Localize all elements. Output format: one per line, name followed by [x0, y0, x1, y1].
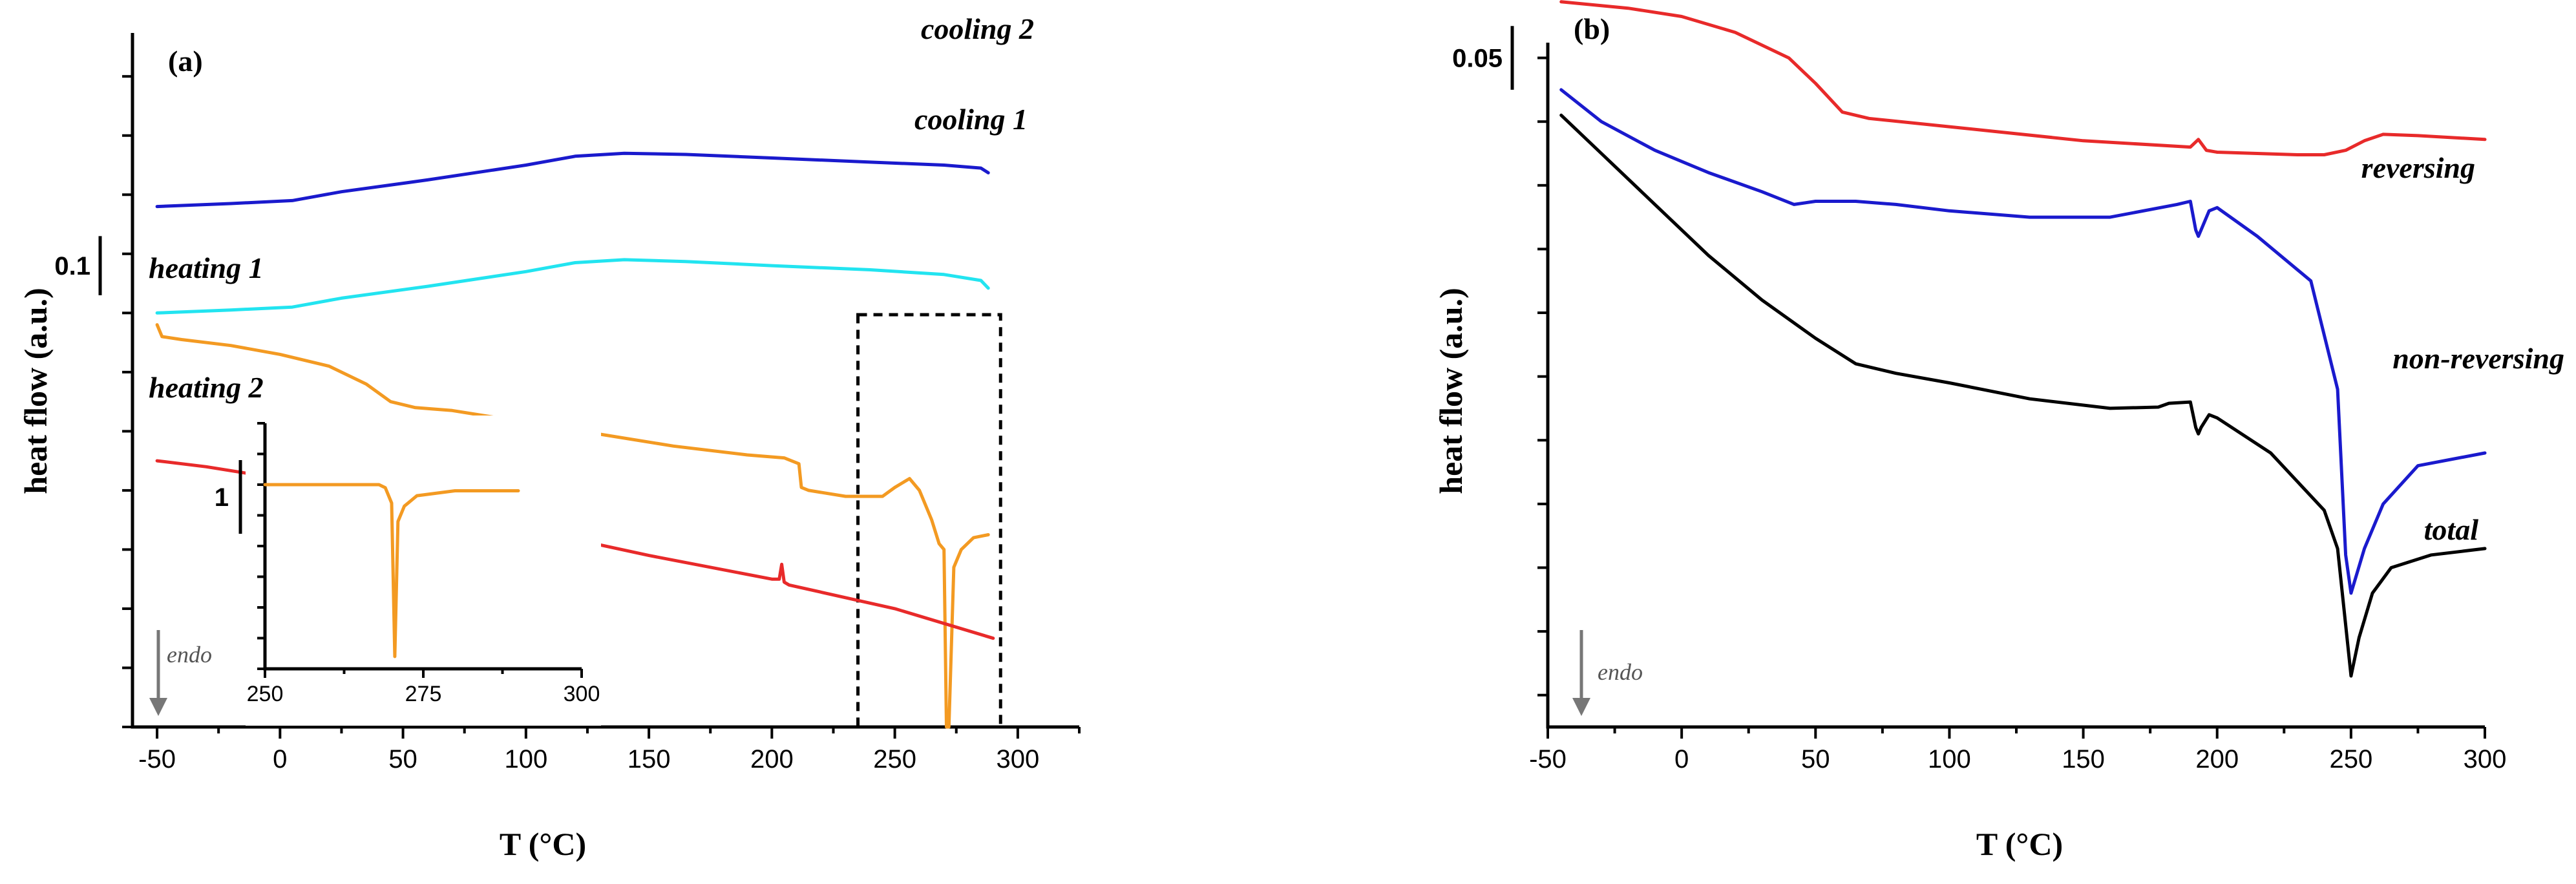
x-tick-label: 100: [1928, 745, 1971, 774]
endo-label: endo: [1598, 659, 1643, 685]
x-axis-title: T (°C): [500, 826, 586, 862]
series-label: non-reversing: [2392, 342, 2564, 375]
series-label: heating 1: [149, 251, 264, 284]
y-axis-title: heat flow (a.u.): [1433, 288, 1469, 494]
panel-label: (b): [1574, 12, 1610, 45]
panel-label: (a): [168, 45, 203, 78]
x-axis-title: T (°C): [1976, 826, 2063, 862]
x-tick-label: 200: [750, 745, 794, 774]
inset-scale-bar-label: 1: [215, 483, 229, 512]
x-tick-label: 200: [2195, 745, 2239, 774]
inset-x-tick-label: 275: [405, 682, 442, 706]
series-line-cooling-2: [155, 151, 990, 209]
endo-arrow-head: [1572, 698, 1590, 716]
scale-bar-label: 0.1: [54, 252, 90, 280]
highlight-box: [856, 313, 1002, 729]
x-tick-label: 150: [628, 745, 671, 774]
panel-a: -50 0 50 100 150 200 250 300 T (°C) heat flow (a.…: [17, 12, 1081, 862]
x-tick-label: 250: [2329, 745, 2372, 774]
series-line-reversing: [1559, 0, 2487, 156]
y-axis-title: heat flow (a.u.): [17, 288, 54, 494]
series-line-non-reversing: [1559, 88, 2487, 595]
series-line-cooling-1: [155, 258, 990, 315]
series-label: cooling 2: [921, 12, 1034, 45]
scale-bar-label: 0.05: [1452, 45, 1503, 73]
inset-x-tick-label: 250: [247, 682, 284, 706]
endo-label: endo: [167, 642, 212, 668]
x-tick-label: -50: [138, 745, 176, 774]
inset-x-tick-label: 300: [564, 682, 600, 706]
x-tick-label: -50: [1529, 745, 1567, 774]
inset-background: [246, 416, 601, 726]
series-label: total: [2424, 513, 2479, 546]
x-tick-label: 100: [504, 745, 547, 774]
series-label: heating 2: [149, 371, 264, 404]
inset: 250 275 300 1: [215, 416, 601, 726]
series-line-heating-1: [155, 323, 990, 729]
x-tick-label: 150: [2062, 745, 2105, 774]
x-tick-label: 250: [873, 745, 916, 774]
x-tick-label: 50: [1801, 745, 1830, 774]
series-label: cooling 1: [914, 103, 1028, 136]
x-tick-label: 300: [996, 745, 1039, 774]
x-tick-label: 300: [2464, 745, 2507, 774]
x-tick-label: 50: [388, 745, 417, 774]
panel-b: -50 0 50 100 150 200 250 300 T (°C) heat flow (a.…: [1433, 0, 2564, 862]
series-label: reversing: [2361, 151, 2475, 184]
x-tick-label: 0: [1674, 745, 1689, 774]
series-line-total: [1559, 113, 2487, 678]
x-tick-label: 0: [273, 745, 287, 774]
endo-arrow-head: [149, 698, 167, 716]
inset-series-line: [263, 483, 520, 658]
